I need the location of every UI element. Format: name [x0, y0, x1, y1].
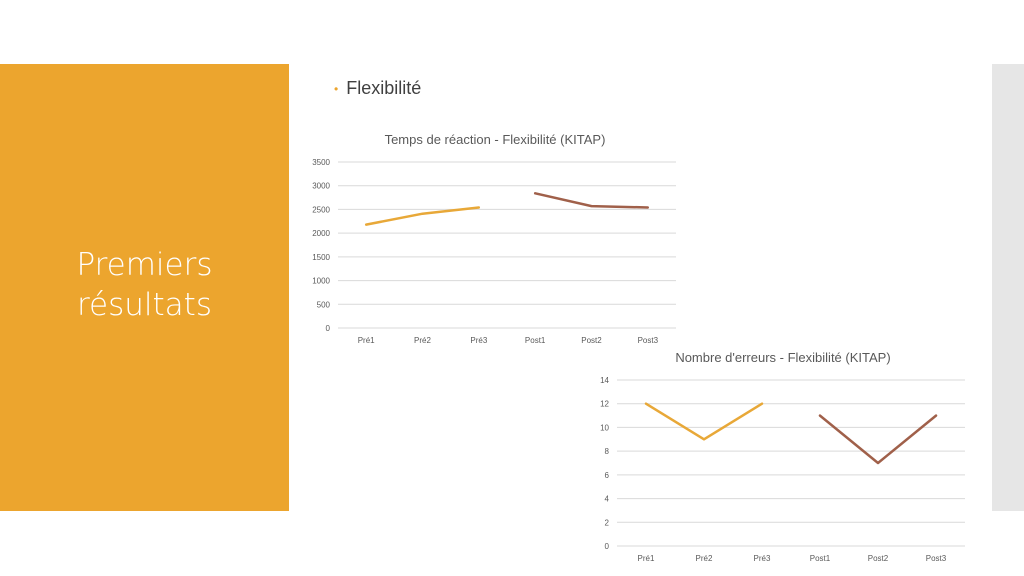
slide-title-line-2: résultats	[76, 287, 212, 323]
series-line-2	[533, 192, 650, 209]
x-tick-label: Pré1	[638, 554, 655, 563]
x-tick-label: Pré3	[470, 336, 487, 345]
x-tick-label: Post3	[926, 554, 947, 563]
y-tick-label: 3500	[312, 158, 330, 167]
x-tick-label: Post1	[810, 554, 831, 563]
x-tick-label: Post1	[525, 336, 546, 345]
y-tick-label: 6	[605, 471, 610, 480]
y-tick-label: 0	[605, 542, 610, 551]
slide-title: Premiers résultats	[0, 245, 289, 325]
scrollbar-track[interactable]	[992, 64, 1024, 511]
bullet-dot-icon: •	[334, 81, 339, 96]
chart-title: Nombre d'erreurs - Flexibilité (KITAP)	[675, 350, 890, 365]
x-tick-label: Pré1	[358, 336, 375, 345]
x-tick-label: Post2	[581, 336, 602, 345]
y-tick-label: 14	[600, 376, 609, 385]
x-tick-label: Pré2	[696, 554, 713, 563]
y-tick-label: 10	[600, 423, 609, 432]
y-tick-label: 12	[600, 400, 609, 409]
y-tick-label: 1000	[312, 277, 330, 286]
y-tick-label: 2	[605, 518, 610, 527]
y-tick-label: 1500	[312, 253, 330, 262]
bullet-text: Flexibilité	[346, 78, 422, 98]
series-line-1	[644, 402, 764, 441]
chart-title: Temps de réaction - Flexibilité (KITAP)	[385, 132, 606, 147]
y-tick-label: 500	[317, 300, 331, 309]
x-tick-label: Pré2	[414, 336, 431, 345]
series-line-2	[818, 414, 938, 465]
x-tick-label: Post3	[638, 336, 659, 345]
title-panel	[0, 64, 289, 511]
y-tick-label: 3000	[312, 182, 330, 191]
y-tick-label: 2500	[312, 205, 330, 214]
x-tick-label: Post2	[868, 554, 889, 563]
reaction-time-chart: Temps de réaction - Flexibilité (KITAP) 0…	[300, 128, 690, 348]
bullet-item: • Flexibilité	[334, 78, 421, 99]
y-tick-label: 4	[605, 495, 610, 504]
slide-title-line-1: Premiers	[76, 247, 213, 283]
y-tick-label: 8	[605, 447, 610, 456]
y-tick-label: 0	[326, 324, 331, 333]
x-tick-label: Pré3	[754, 554, 771, 563]
y-tick-label: 2000	[312, 229, 330, 238]
error-count-chart: Nombre d'erreurs - Flexibilité (KITAP) 0 2…	[585, 346, 980, 576]
series-line-1	[364, 206, 481, 226]
